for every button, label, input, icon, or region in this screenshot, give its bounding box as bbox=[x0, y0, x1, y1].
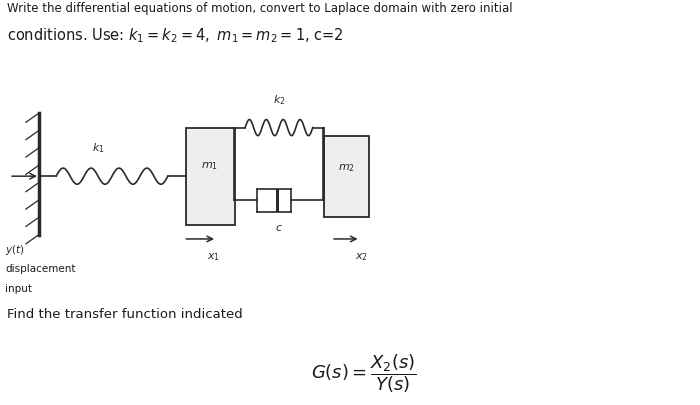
Text: $y(t)$: $y(t)$ bbox=[5, 243, 24, 257]
Text: $m_1$: $m_1$ bbox=[202, 160, 218, 173]
Text: Write the differential equations of motion, convert to Laplace domain with zero : Write the differential equations of moti… bbox=[7, 2, 512, 15]
Text: conditions. Use: $k_1 = k_2 = 4,\ m_1 = m_2 = 1$, c=2: conditions. Use: $k_1 = k_2 = 4,\ m_1 = … bbox=[7, 26, 344, 45]
Text: $x_2$: $x_2$ bbox=[356, 251, 368, 263]
Text: $G(s) = \dfrac{X_2(s)}{Y(s)}$: $G(s) = \dfrac{X_2(s)}{Y(s)}$ bbox=[311, 352, 417, 395]
Text: $m_2$: $m_2$ bbox=[338, 162, 355, 174]
Bar bbox=[186, 128, 234, 225]
Text: Find the transfer function indicated: Find the transfer function indicated bbox=[7, 308, 243, 321]
Text: $k_1$: $k_1$ bbox=[92, 141, 104, 155]
Text: displacement: displacement bbox=[5, 264, 76, 274]
Text: input: input bbox=[5, 284, 32, 294]
Text: $c$: $c$ bbox=[275, 223, 283, 233]
Text: $k_2$: $k_2$ bbox=[273, 93, 285, 107]
Bar bbox=[323, 136, 370, 217]
Text: $x_1$: $x_1$ bbox=[207, 251, 220, 263]
